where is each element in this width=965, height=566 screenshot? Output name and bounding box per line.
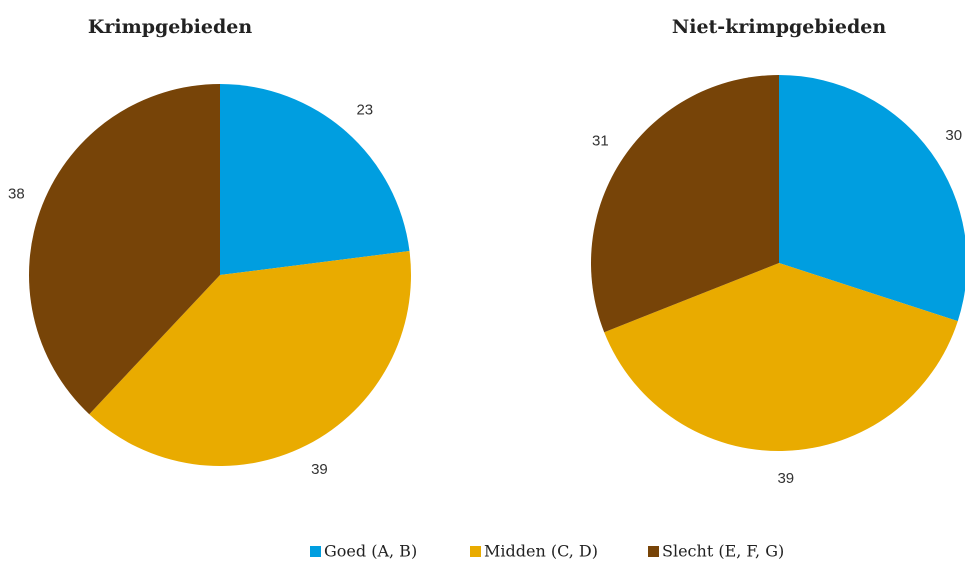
legend-label: Goed (A, B) bbox=[324, 542, 417, 561]
data-label: 31 bbox=[592, 133, 609, 150]
data-label: 30 bbox=[945, 127, 962, 144]
data-label: 23 bbox=[356, 102, 373, 119]
legend-swatch bbox=[648, 546, 659, 557]
pie-slice bbox=[604, 263, 958, 451]
chart-title: Krimpgebieden bbox=[88, 16, 252, 38]
pie-slice bbox=[779, 75, 965, 322]
data-label: 39 bbox=[311, 461, 328, 478]
legend-label: Slecht (E, F, G) bbox=[662, 542, 784, 561]
pie-slice bbox=[220, 84, 410, 275]
data-label: 38 bbox=[8, 185, 25, 202]
pie-slice bbox=[29, 84, 221, 415]
legend-label: Midden (C, D) bbox=[484, 542, 598, 561]
legend-swatch bbox=[470, 546, 481, 557]
legend-swatch bbox=[310, 546, 321, 557]
pie-slice bbox=[591, 75, 779, 333]
chart-title: Niet-krimpgebieden bbox=[672, 16, 886, 38]
pie-slice bbox=[89, 251, 411, 466]
data-label: 39 bbox=[777, 470, 794, 487]
